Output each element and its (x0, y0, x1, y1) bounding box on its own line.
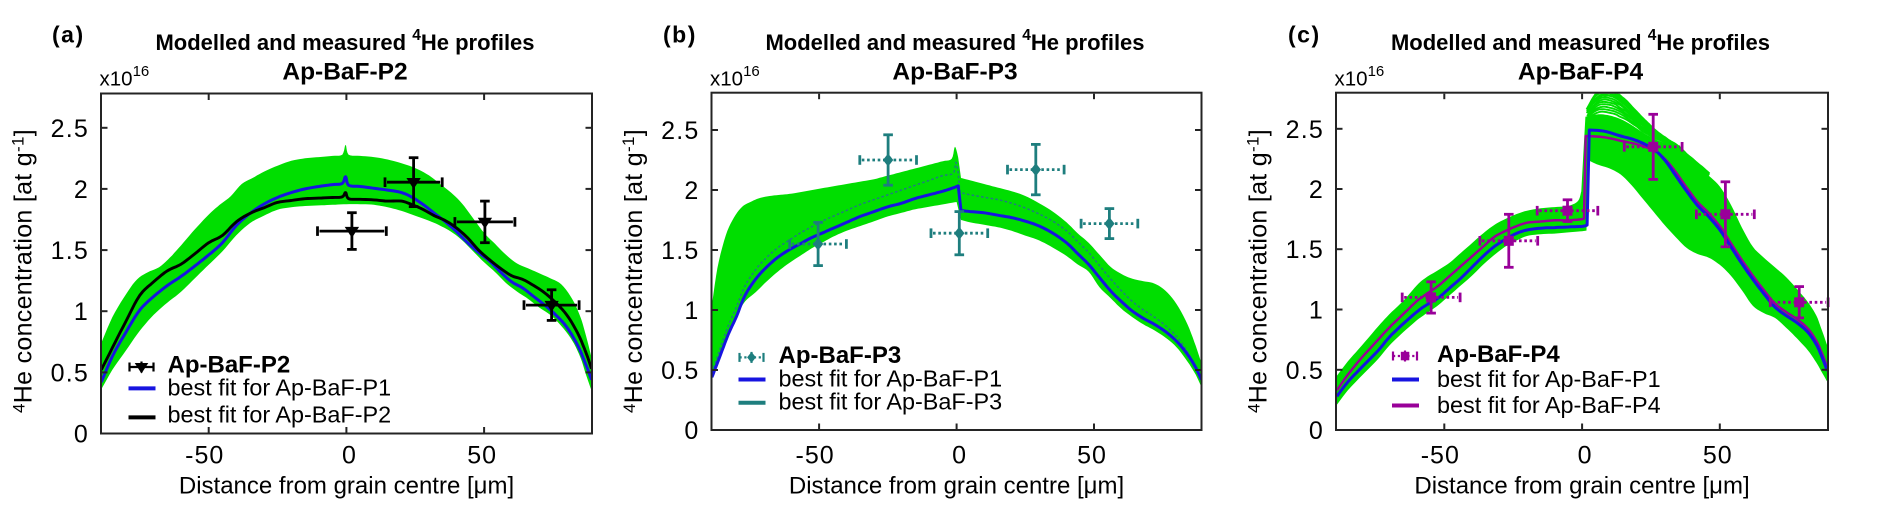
svg-text:0: 0 (952, 442, 967, 470)
svg-text:0.5: 0.5 (51, 359, 89, 387)
svg-text:Ap-BaF-P2: Ap-BaF-P2 (282, 59, 407, 86)
svg-text:Ap-BaF-P3: Ap-BaF-P3 (892, 59, 1017, 86)
svg-text:Modelled and measured 4He prof: Modelled and measured 4He profiles (155, 27, 534, 55)
svg-text:Modelled and measured 4He prof: Modelled and measured 4He profiles (1391, 27, 1770, 55)
svg-text:Ap-BaF-P3: Ap-BaF-P3 (779, 342, 902, 369)
svg-text:best fit for Ap-BaF-P4: best fit for Ap-BaF-P4 (1437, 392, 1661, 418)
svg-text:0.5: 0.5 (661, 357, 699, 385)
svg-text:1.5: 1.5 (661, 237, 699, 265)
svg-text:2.5: 2.5 (661, 117, 699, 145)
svg-text:best fit for Ap-BaF-P1: best fit for Ap-BaF-P1 (168, 375, 392, 401)
svg-text:(b): (b) (663, 22, 697, 48)
svg-text:2.5: 2.5 (51, 115, 89, 143)
svg-text:1.5: 1.5 (51, 237, 89, 265)
svg-text:2: 2 (1309, 176, 1324, 204)
svg-text:-50: -50 (1421, 442, 1460, 470)
svg-text:50: 50 (1703, 442, 1733, 470)
svg-text:4He concentration [at g-1]: 4He concentration [at g-1] (9, 129, 38, 413)
svg-text:0: 0 (1578, 442, 1593, 470)
svg-text:2: 2 (684, 177, 699, 205)
svg-text:best fit for Ap-BaF-P1: best fit for Ap-BaF-P1 (779, 366, 1003, 392)
svg-text:50: 50 (467, 442, 497, 470)
svg-text:0: 0 (1309, 417, 1324, 445)
svg-text:1: 1 (74, 298, 89, 326)
svg-text:0: 0 (684, 417, 699, 445)
svg-text:1.5: 1.5 (1286, 236, 1324, 264)
svg-text:4He concentration [at g-1]: 4He concentration [at g-1] (1244, 129, 1273, 413)
svg-text:2.5: 2.5 (1286, 116, 1324, 144)
svg-text:(c): (c) (1288, 22, 1321, 48)
svg-text:2: 2 (74, 176, 89, 204)
svg-text:Ap-BaF-P2: Ap-BaF-P2 (168, 352, 291, 379)
svg-text:Distance from grain centre [μm: Distance from grain centre [μm] (789, 473, 1124, 500)
svg-text:Ap-BaF-P4: Ap-BaF-P4 (1437, 341, 1560, 368)
svg-text:-50: -50 (796, 442, 835, 470)
svg-text:4He concentration [at g-1]: 4He concentration [at g-1] (619, 129, 648, 413)
svg-text:best fit for Ap-BaF-P1: best fit for Ap-BaF-P1 (1437, 366, 1661, 392)
svg-text:Ap-BaF-P4: Ap-BaF-P4 (1518, 59, 1644, 86)
svg-text:50: 50 (1077, 442, 1107, 470)
svg-text:x1016: x1016 (100, 63, 150, 91)
svg-text:best fit for Ap-BaF-P3: best fit for Ap-BaF-P3 (779, 389, 1003, 415)
svg-text:x1016: x1016 (1335, 63, 1385, 91)
svg-text:x1016: x1016 (710, 63, 760, 91)
svg-text:best fit for Ap-BaF-P2: best fit for Ap-BaF-P2 (168, 402, 392, 428)
svg-text:(a): (a) (52, 22, 85, 48)
svg-text:Distance from grain centre [μm: Distance from grain centre [μm] (1414, 473, 1749, 500)
svg-text:-50: -50 (185, 442, 224, 470)
svg-text:0: 0 (342, 442, 357, 470)
svg-text:1: 1 (684, 297, 699, 325)
svg-text:0.5: 0.5 (1286, 357, 1324, 385)
svg-text:Distance from grain centre [μm: Distance from grain centre [μm] (179, 473, 514, 500)
svg-text:Modelled and measured 4He prof: Modelled and measured 4He profiles (765, 27, 1144, 55)
svg-text:0: 0 (74, 421, 89, 449)
svg-text:1: 1 (1309, 297, 1324, 325)
